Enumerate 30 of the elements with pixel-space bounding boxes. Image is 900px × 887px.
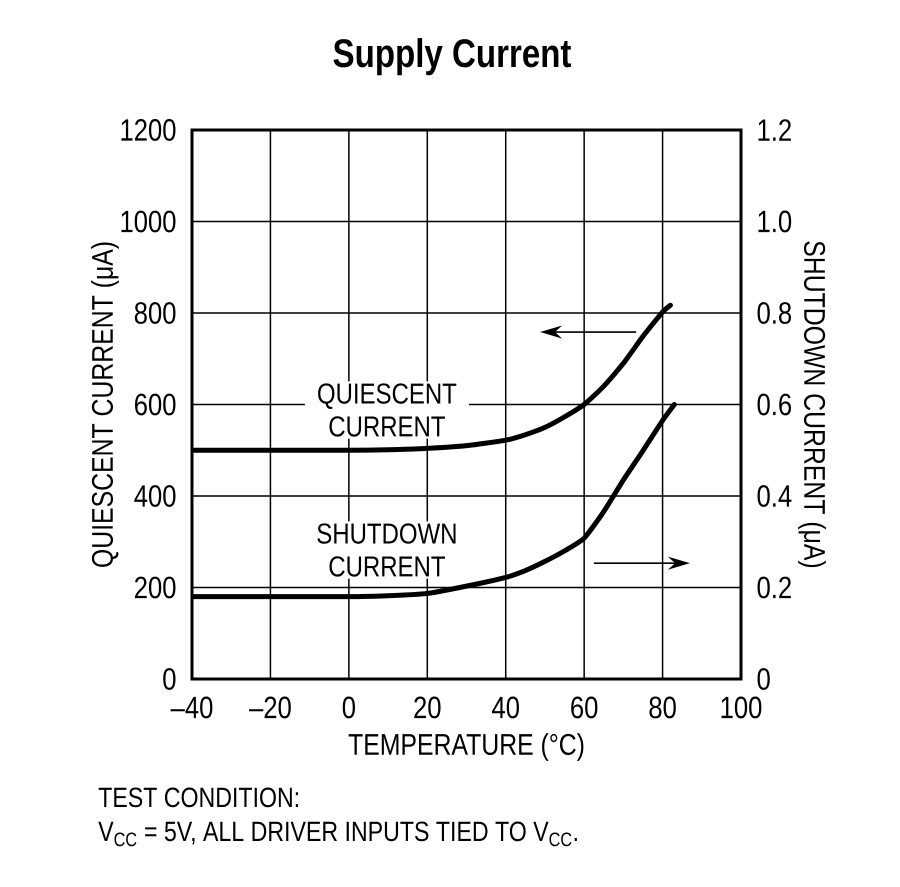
chart-title: Supply Current	[334, 38, 572, 76]
x-tick-label: –20	[249, 696, 291, 718]
x-tick-label: 100	[722, 696, 762, 718]
x-tick-label: 60	[571, 696, 598, 718]
x-tick-label: 40	[492, 696, 519, 718]
y2-axis-title: SHUTDOWN CURRENT (μA)	[798, 241, 826, 568]
text: TEST CONDITION:	[98, 788, 298, 808]
y-tick-label: 1000	[121, 210, 176, 232]
y-tick-label: 600	[135, 394, 176, 416]
series-label: QUIESCENT CURRENT	[318, 383, 456, 437]
y2-tick-label: 0.8	[758, 302, 792, 324]
x-tick-label: 0	[342, 696, 355, 718]
x-tick-label: 20	[414, 696, 441, 718]
y2-tick-label: 1.2	[758, 119, 791, 141]
y-axis-title: QUIESCENT CURRENT (μA)	[91, 242, 119, 567]
y2-tick-label: 0.2	[758, 576, 791, 598]
y-tick-label: 1200	[121, 119, 176, 141]
text: V$_{CC}$ = 5V, ALL DRIVER INPUTS TIED TO V$_{CC}$.	[98, 822, 577, 846]
y2-tick-label: 1.0	[758, 210, 792, 232]
x-tick-label: 80	[649, 696, 676, 718]
y2-tick-label: 0.4	[758, 485, 792, 507]
y2-tick-label: 0.6	[758, 394, 792, 416]
y-tick-label: 800	[134, 302, 176, 324]
y-tick-label: 0	[163, 668, 176, 690]
x-axis-title: TEMPERATURE (°C)	[348, 733, 584, 761]
series-label: SHUTDOWN CURRENT	[317, 523, 456, 577]
y-tick-label: 400	[134, 485, 176, 507]
y2-tick-label: 0	[758, 668, 770, 690]
x-tick-label: –40	[170, 696, 212, 718]
y-tick-label: 200	[135, 576, 176, 598]
